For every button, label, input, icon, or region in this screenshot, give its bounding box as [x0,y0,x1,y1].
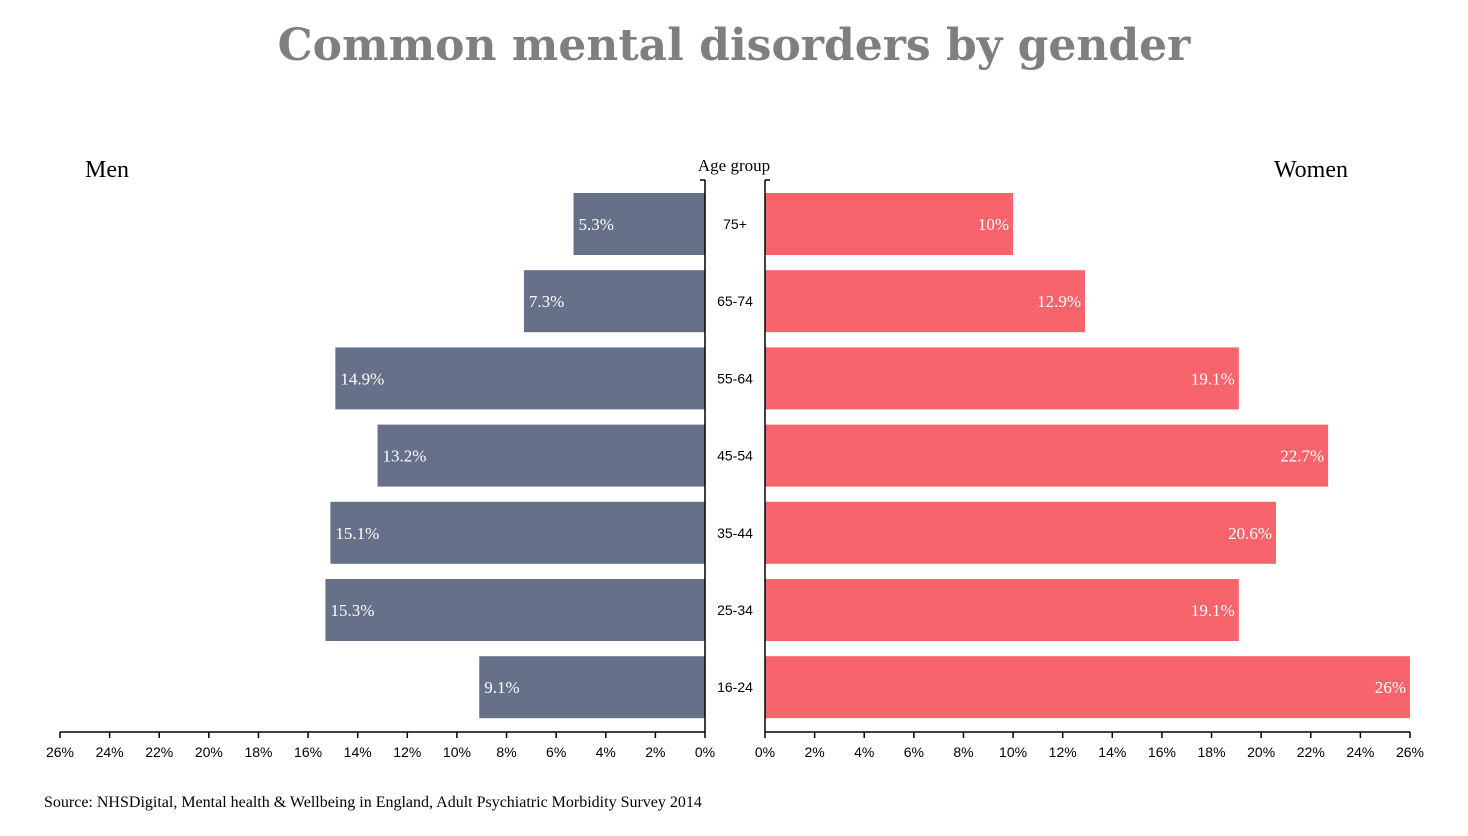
men-bar-label-65-74: 7.3% [529,292,564,311]
men-tick-label-14: 14% [344,744,372,760]
age-group-label: Age group [698,156,770,175]
age-group-55-64: 55-64 [717,370,753,386]
women-tick-label-0: 0% [755,744,775,760]
women-tick-label-8: 8% [953,744,973,760]
women-bar-label-75+: 10% [978,215,1009,234]
men-tick-label-0: 0% [695,744,715,760]
women-tick-label-10: 10% [999,744,1027,760]
women-tick-label-2: 2% [804,744,824,760]
women-tick-label-20: 20% [1247,744,1275,760]
women-bar-25-34 [765,579,1239,641]
age-group-75+: 75+ [723,216,747,232]
men-tick-label-24: 24% [96,744,124,760]
women-bar-label-55-64: 19.1% [1191,369,1235,388]
men-bar-55-64 [335,347,705,410]
women-tick-label-14: 14% [1098,744,1126,760]
women-bar-label-65-74: 12.9% [1037,292,1081,311]
women-bar-16-24 [765,656,1410,719]
age-group-35-44: 35-44 [717,525,753,541]
chart-title: Common mental disorders by gender [278,20,1192,71]
men-bar-label-16-24: 9.1% [484,678,519,697]
women-tick-label-12: 12% [1049,744,1077,760]
men-tick-label-26: 26% [46,744,74,760]
men-bar-label-45-54: 13.2% [383,447,427,466]
women-bar-label-16-24: 26% [1375,678,1406,697]
men-label: Men [85,157,129,183]
women-tick-label-26: 26% [1396,744,1424,760]
age-group-25-34: 25-34 [717,602,753,618]
women-bar-75+ [765,193,1014,255]
age-group-45-54: 45-54 [717,448,753,464]
men-tick-label-2: 2% [645,744,665,760]
men-tick-label-12: 12% [393,744,421,760]
women-bar-35-44 [765,501,1277,564]
men-bar-label-55-64: 14.9% [340,369,384,388]
women-tick-label-22: 22% [1297,744,1325,760]
men-bar-label-75+: 5.3% [579,215,614,234]
women-label: Women [1274,157,1348,183]
men-bar-label-25-34: 15.3% [330,601,374,620]
men-tick-label-4: 4% [596,744,616,760]
women-tick-label-4: 4% [854,744,874,760]
men-tick-label-6: 6% [546,744,566,760]
men-tick-label-22: 22% [145,744,173,760]
women-bar-label-45-54: 22.7% [1280,447,1324,466]
men-tick-label-20: 20% [195,744,223,760]
women-bar-45-54 [765,424,1329,487]
women-tick-label-18: 18% [1198,744,1226,760]
men-bar-label-35-44: 15.1% [335,524,379,543]
men-bar-75+ [573,193,705,255]
men-bar-35-44 [330,501,705,564]
women-bar-65-74 [765,270,1086,333]
women-bar-label-35-44: 20.6% [1228,524,1272,543]
bars-group: 5.3% 10% 75+ 7.3% 12.9% 65-74 14.9% 19.1% 55-64 1… [325,193,1410,719]
men-tick-label-18: 18% [244,744,272,760]
men-bar-16-24 [479,656,705,719]
men-bar-25-34 [325,579,705,641]
men-bar-65-74 [523,270,705,333]
women-tick-label-24: 24% [1346,744,1374,760]
women-bar-label-25-34: 19.1% [1191,601,1235,620]
age-group-65-74: 65-74 [717,293,753,309]
axes-group: 0% 0% 2% 2% 4% 4% 6% 6% 8% 8% 10% 10% 12% 12% 14% 14% 16… [46,179,1424,760]
men-tick-label-8: 8% [496,744,516,760]
men-tick-label-10: 10% [443,744,471,760]
women-bar-55-64 [765,347,1239,410]
source-note: Source: NHSDigital, Mental health & Well… [44,794,702,811]
men-tick-label-16: 16% [294,744,322,760]
age-group-16-24: 16-24 [717,679,753,695]
women-tick-label-16: 16% [1148,744,1176,760]
men-bar-45-54 [377,424,705,487]
women-tick-label-6: 6% [904,744,924,760]
